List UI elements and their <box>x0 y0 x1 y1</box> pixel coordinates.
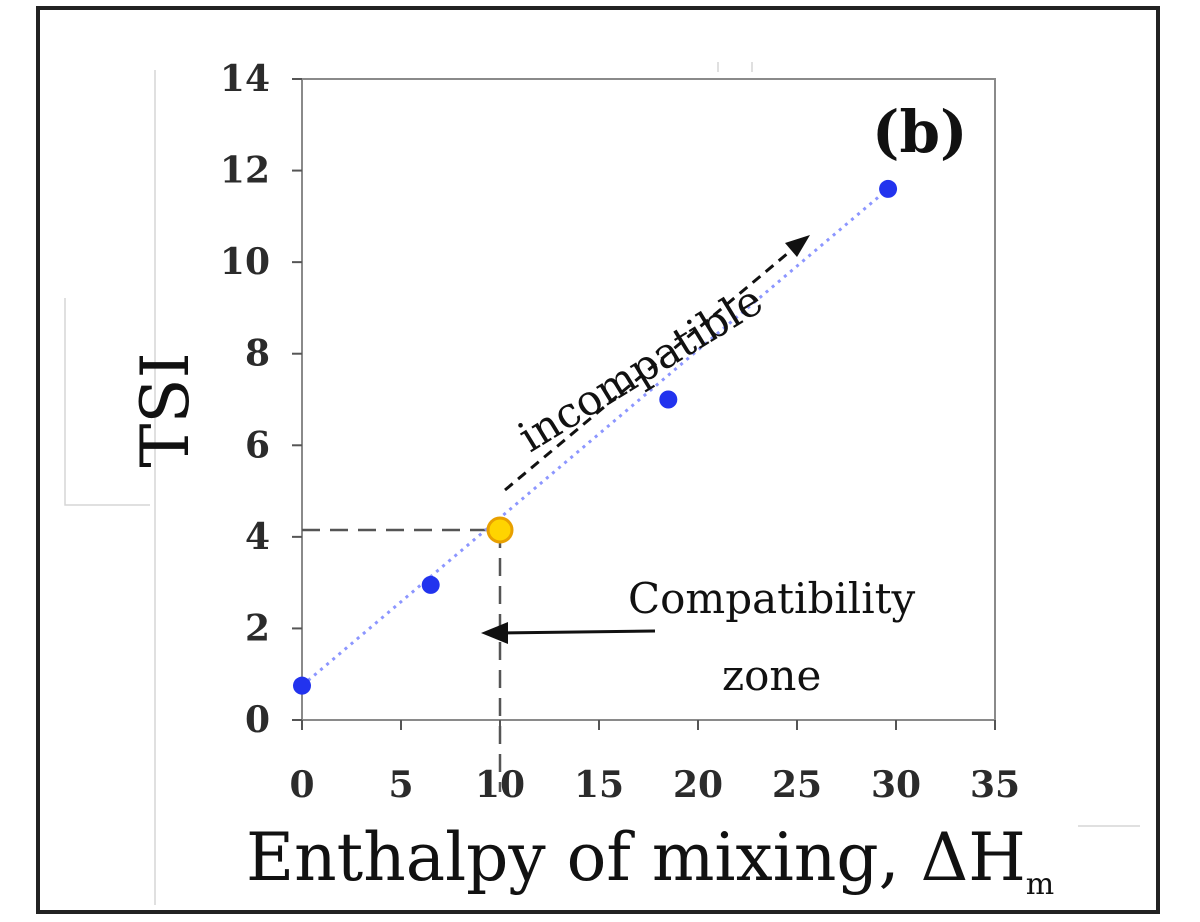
compatibility-label-line1: Compatibility <box>628 574 916 623</box>
y-axis-title: TSI <box>127 352 204 467</box>
data-point <box>421 575 440 594</box>
data-points <box>293 179 898 695</box>
y-tick-label: 8 <box>245 333 270 375</box>
incompatible-arrowhead <box>785 235 810 257</box>
y-tick-label: 4 <box>245 516 270 558</box>
x-tick-label: 30 <box>871 764 921 806</box>
x-axis-title: Enthalpy of mixing, ΔHm <box>246 819 1054 902</box>
highlight-point <box>486 516 514 544</box>
figure-frame <box>36 6 1160 914</box>
x-tick-label: 25 <box>772 764 822 806</box>
y-tick-label: 10 <box>220 241 270 283</box>
x-axis-title-main: Enthalpy of mixing, ΔH <box>246 819 1026 896</box>
incompatible-label: incompatible <box>510 275 771 461</box>
x-tick-label: 5 <box>388 764 413 806</box>
y-tick-label: 0 <box>245 699 270 741</box>
y-axis-ticks: 0 2 4 6 8 10 12 14 <box>220 58 302 741</box>
incompatible-annotation: incompatible <box>510 275 771 461</box>
y-tick-label: 12 <box>220 150 270 192</box>
trendline <box>301 187 890 687</box>
compatibility-arrowhead <box>481 622 508 644</box>
compatibility-arrow <box>501 629 656 635</box>
y-tick-label: 2 <box>245 607 270 649</box>
incompatible-arrow <box>504 241 801 492</box>
x-tick-label: 20 <box>673 764 723 806</box>
x-tick-label: 0 <box>289 764 314 806</box>
data-point <box>293 676 311 695</box>
compatibility-label-line2: zone <box>722 651 821 700</box>
y-tick-label: 6 <box>245 424 270 466</box>
scan-artifact-top <box>717 62 753 72</box>
panel-label: (b) <box>872 98 967 166</box>
scan-artifact-bracket <box>64 298 150 506</box>
x-axis-ticks: 0 5 10 15 20 25 30 35 <box>289 720 1020 806</box>
x-tick-label: 15 <box>574 764 624 806</box>
data-point <box>659 390 678 409</box>
x-tick-label: 35 <box>970 764 1020 806</box>
data-point <box>879 179 898 198</box>
plot-area <box>301 78 996 721</box>
y-tick-label: 14 <box>220 58 270 100</box>
x-axis-title-subscript: m <box>1026 867 1054 902</box>
